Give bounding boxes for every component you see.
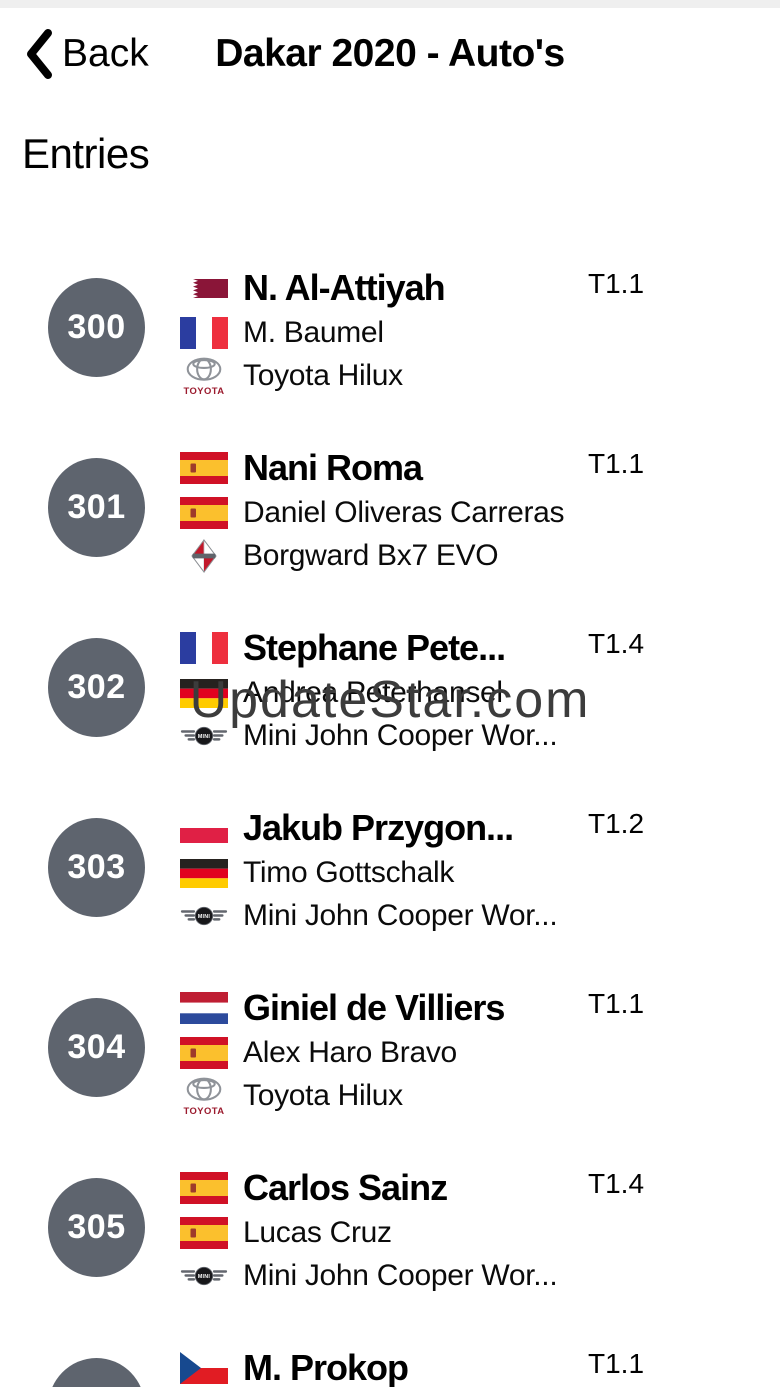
logo-mini-icon: MINI bbox=[180, 725, 228, 747]
entry-number-badge: 301 bbox=[48, 458, 145, 557]
flag-spain-icon bbox=[180, 1172, 228, 1204]
svg-text:TOYOTA: TOYOTA bbox=[184, 1105, 225, 1116]
codriver-name: Andrea Peterhansel bbox=[243, 676, 503, 709]
car-name: Borgward Bx7 EVO bbox=[243, 539, 499, 572]
class-label: T1.4 bbox=[588, 628, 645, 659]
codriver-name: M. Baumel bbox=[243, 316, 384, 349]
flag-germany-icon bbox=[180, 678, 228, 708]
flag-spain-icon bbox=[180, 1037, 228, 1069]
entry-number: 302 bbox=[67, 668, 126, 706]
entry-number-badge: 304 bbox=[48, 998, 145, 1097]
car-name: Mini John Cooper Wor... bbox=[243, 719, 558, 752]
back-chevron-icon bbox=[24, 26, 54, 82]
driver-name: Stephane Pete... bbox=[243, 627, 506, 668]
flag-spain-icon bbox=[180, 452, 228, 484]
entry-number-badge bbox=[48, 1358, 145, 1387]
entries-heading: Entries bbox=[22, 130, 150, 177]
entry-info: Nani Roma Daniel Oliveras Carreras bbox=[180, 444, 590, 578]
page-title: Dakar 2020 - Auto's bbox=[215, 32, 565, 75]
logo-mini-icon: MINI bbox=[180, 905, 228, 927]
class-label: T1.1 bbox=[588, 988, 645, 1019]
entry-info: M. Prokop bbox=[180, 1344, 590, 1387]
entry-info: Giniel de Villiers Alex Haro Bravo T bbox=[180, 984, 590, 1118]
flag-spain-icon bbox=[180, 497, 228, 529]
svg-text:MINI: MINI bbox=[198, 1274, 211, 1280]
logo-toyota-icon: TOYOTA bbox=[180, 1072, 228, 1120]
logo-borgward-icon bbox=[180, 539, 228, 573]
flag-czech-icon bbox=[180, 1352, 228, 1384]
svg-text:MINI: MINI bbox=[198, 914, 211, 920]
entry-number: 300 bbox=[67, 308, 126, 346]
entry-number: 303 bbox=[67, 848, 126, 886]
back-label: Back bbox=[62, 32, 149, 75]
entry-number: 305 bbox=[67, 1208, 126, 1246]
entry-row-303[interactable]: 303 Jakub Przygon... Timo Gottschalk bbox=[0, 780, 780, 960]
svg-text:TOYOTA: TOYOTA bbox=[184, 385, 225, 396]
entry-row-306[interactable]: M. Prokop T1.1 bbox=[0, 1320, 780, 1387]
flag-qatar-icon bbox=[180, 278, 228, 298]
driver-name: Carlos Sainz bbox=[243, 1167, 448, 1208]
entry-number-badge: 305 bbox=[48, 1178, 145, 1277]
entry-number-badge: 300 bbox=[48, 278, 145, 377]
driver-name: Giniel de Villiers bbox=[243, 987, 505, 1028]
codriver-name: Lucas Cruz bbox=[243, 1216, 392, 1249]
entry-row-304[interactable]: 304 Giniel de Villiers Alex Haro Bravo bbox=[0, 960, 780, 1140]
entry-info: N. Al-Attiyah M. Baumel TOYOTA bbox=[180, 264, 590, 398]
entry-info: Stephane Pete... Andrea Peterhansel bbox=[180, 624, 590, 758]
car-name: Toyota Hilux bbox=[243, 359, 403, 392]
svg-text:MINI: MINI bbox=[198, 734, 211, 740]
class-label: T1.1 bbox=[588, 268, 645, 299]
entry-row-300[interactable]: 300 N. Al-Attiyah M. Baumel bbox=[0, 240, 780, 420]
driver-name: N. Al-Attiyah bbox=[243, 267, 446, 308]
codriver-name: Timo Gottschalk bbox=[243, 856, 455, 889]
entry-number: 301 bbox=[67, 488, 126, 526]
entry-info: Jakub Przygon... Timo Gottschalk bbox=[180, 804, 590, 938]
flag-germany-icon bbox=[180, 858, 228, 888]
car-name: Mini John Cooper Wor... bbox=[243, 1259, 558, 1292]
codriver-name: Alex Haro Bravo bbox=[243, 1036, 457, 1069]
driver-name: Jakub Przygon... bbox=[243, 807, 514, 848]
entry-number-badge: 302 bbox=[48, 638, 145, 737]
driver-name: M. Prokop bbox=[243, 1347, 409, 1387]
entry-row-302[interactable]: 302 Stephane Pete... Andrea Peterhansel bbox=[0, 600, 780, 780]
class-label: T1.2 bbox=[588, 808, 645, 839]
flag-poland-icon bbox=[180, 813, 228, 843]
flag-spain-icon bbox=[180, 1217, 228, 1249]
class-label: T1.1 bbox=[588, 1348, 645, 1379]
class-label: T1.4 bbox=[588, 1168, 645, 1199]
entry-number: 304 bbox=[67, 1028, 126, 1066]
flag-netherlands-icon bbox=[180, 992, 228, 1024]
flag-france-icon bbox=[180, 317, 228, 349]
entry-info: Carlos Sainz Lucas Cruz bbox=[180, 1164, 590, 1298]
entry-row-305[interactable]: 305 Carlos Sainz Lucas Cruz bbox=[0, 1140, 780, 1320]
driver-name: Nani Roma bbox=[243, 447, 423, 488]
status-bar-strip bbox=[0, 0, 780, 8]
logo-toyota-icon: TOYOTA bbox=[180, 352, 228, 400]
entry-row-301[interactable]: 301 Nani Roma Daniel Oliveras Carreras bbox=[0, 420, 780, 600]
car-name: Toyota Hilux bbox=[243, 1079, 403, 1112]
navigation-bar: Back Dakar 2020 - Auto's bbox=[0, 22, 780, 86]
class-label: T1.1 bbox=[588, 448, 645, 479]
logo-mini-icon: MINI bbox=[180, 1265, 228, 1287]
car-name: Mini John Cooper Wor... bbox=[243, 899, 558, 932]
back-button[interactable]: Back bbox=[24, 22, 149, 86]
codriver-name: Daniel Oliveras Carreras bbox=[243, 496, 565, 529]
entry-number-badge: 303 bbox=[48, 818, 145, 917]
flag-france-icon bbox=[180, 632, 228, 664]
